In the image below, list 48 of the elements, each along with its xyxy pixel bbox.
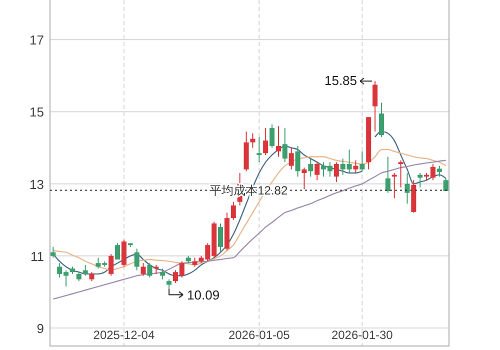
y-tick-label: 15 (30, 104, 44, 120)
candlestick (378, 102, 384, 138)
candlestick (89, 272, 94, 282)
candlestick (443, 178, 448, 192)
candlestick (295, 145, 300, 178)
candlestick (250, 132, 256, 148)
candlestick (166, 278, 172, 290)
candlestick (230, 201, 236, 220)
candlestick (314, 162, 320, 181)
candlestick (160, 268, 166, 280)
candlestick (147, 262, 152, 278)
candlestick (334, 162, 339, 183)
x-tick-label: 2025-12-04 (93, 328, 155, 342)
candlestick (115, 242, 120, 260)
annotation: 10.09 (187, 288, 220, 303)
candlestick (308, 158, 314, 178)
candlestick (404, 172, 410, 204)
y-tick-label: 11 (30, 248, 44, 264)
x-tick-label: 2026-01-30 (331, 328, 394, 342)
annotation: 15.85 (324, 73, 358, 88)
candlestick (353, 160, 358, 174)
candlestick (50, 246, 56, 258)
candlestick (302, 167, 307, 190)
y-tick-label: 9 (36, 320, 44, 336)
y-tick-label: 13 (30, 176, 44, 192)
candlestick (282, 127, 288, 163)
candlestick (82, 264, 88, 276)
candlestick (154, 264, 159, 274)
candlestick (140, 262, 146, 276)
candlestick (385, 156, 390, 194)
candlestick (256, 136, 262, 163)
candlestick (288, 147, 294, 170)
candlestick (108, 254, 114, 276)
y-tick-label: 17 (30, 32, 44, 48)
candlestick (436, 165, 442, 178)
candlestick (76, 272, 82, 282)
candlestick (270, 124, 275, 148)
candlestick (372, 80, 378, 132)
candlestick (398, 160, 404, 188)
candlestick (134, 248, 140, 271)
x-tick-label: 2026-01-05 (228, 328, 290, 342)
line-series (52, 160, 446, 300)
candlestick (218, 222, 224, 253)
candlestick (360, 150, 365, 172)
candlestick (192, 257, 198, 268)
candlestick (121, 239, 126, 268)
candlestick (263, 127, 268, 156)
candlestick (276, 126, 281, 158)
